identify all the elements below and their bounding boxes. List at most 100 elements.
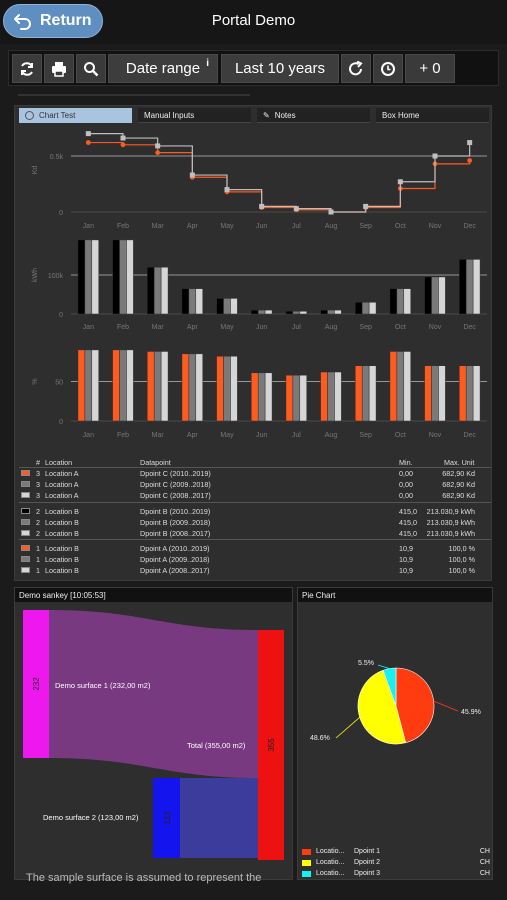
pie-leader-line xyxy=(377,664,390,669)
x-tick-label: Feb xyxy=(117,324,129,331)
legend-swatch xyxy=(21,481,30,487)
legend-row[interactable]: 2 Location B Dpoint B (2008..2017) 415,0 213… xyxy=(17,528,491,539)
legend-header-max-unit: Max. Unit xyxy=(444,458,475,467)
legend-row[interactable]: 3 Location A Dpoint C (2009..2018) 0,00 682,… xyxy=(17,479,491,490)
tab-notes[interactable]: ✎ Notes xyxy=(257,108,370,123)
legend-datapoint: Dpoint A (2010..2019) xyxy=(140,544,210,553)
bar xyxy=(119,349,127,422)
bar xyxy=(251,309,259,315)
bar xyxy=(368,365,377,422)
bar xyxy=(264,309,273,315)
data-point xyxy=(467,140,473,146)
legend-location: Location A xyxy=(45,469,79,478)
tab-manual-inputs[interactable]: Manual Inputs xyxy=(138,108,251,123)
sankey-footer-text: The sample surface is assumed to represe… xyxy=(26,872,262,884)
pie-slice-label: 45.9% xyxy=(461,709,481,716)
clock-icon xyxy=(381,61,395,76)
pie-legend-row[interactable]: Locatio... Dpoint 1 CH xyxy=(298,847,492,858)
legend-max: 100,0 % xyxy=(448,555,475,564)
legend-row[interactable]: 1 Location B Dpoint A (2008..2017) 10,9 100,… xyxy=(17,565,491,576)
sankey-node-2[interactable] xyxy=(153,778,180,858)
print-button[interactable] xyxy=(44,54,74,83)
refresh-icon xyxy=(21,61,33,76)
toolbar: Date range i Last 10 years + 0 xyxy=(8,50,499,86)
bar xyxy=(181,288,190,315)
legend-min: 10,9 xyxy=(399,555,413,564)
x-tick-label: Jun xyxy=(256,223,267,230)
legend-row[interactable]: 2 Location B Dpoint B (2009..2018) 415,0 213… xyxy=(17,517,491,528)
chart-panel: Chart Test Manual Inputs ✎ Notes Box Hom… xyxy=(14,105,492,581)
bar xyxy=(438,365,446,422)
legend-max: 213.030,9 kWh xyxy=(426,507,475,516)
x-tick-label: Apr xyxy=(187,324,199,331)
x-tick-label: Apr xyxy=(187,432,199,439)
bar xyxy=(327,309,335,315)
legend-location: Location B xyxy=(45,555,79,564)
legend-max: 213.030,9 kWh xyxy=(426,529,475,538)
sankey-node-1[interactable] xyxy=(23,610,49,758)
pie-legend-location: Locatio... xyxy=(316,870,345,877)
legend-swatch xyxy=(21,492,30,498)
tab-chart-test[interactable]: Chart Test xyxy=(19,108,132,123)
x-tick-label: Dec xyxy=(463,223,476,230)
legend-datapoint: Dpoint B (2008..2017) xyxy=(140,529,211,538)
search-icon xyxy=(84,61,99,76)
bar xyxy=(334,371,342,422)
date-range-button[interactable]: Date range i xyxy=(108,54,218,83)
sankey-diagram: 232 123 355 Demo surface 1 (232,00 m2) D… xyxy=(23,610,284,860)
legend-row[interactable]: 3 Location A Dpoint C (2008..2017) 0,00 682,… xyxy=(17,490,491,501)
legend-max: 682,90 Kd xyxy=(442,469,475,478)
period-label: Last 10 years xyxy=(234,60,326,77)
legend-row[interactable]: 2 Location B Dpoint B (2010..2019) 415,0 213… xyxy=(17,506,491,517)
print-icon xyxy=(52,61,66,77)
tab-notes-label: Notes xyxy=(274,110,296,120)
reload-button[interactable] xyxy=(341,54,371,83)
x-tick-label: Jan xyxy=(83,432,94,439)
offset-label: + 0 xyxy=(419,60,441,77)
bar xyxy=(431,365,439,422)
pie-legend-row[interactable]: Locatio... Dpoint 3 CH xyxy=(298,869,492,879)
legend-datapoint: Dpoint C (2010..2019) xyxy=(140,469,211,478)
date-range-label: Date range xyxy=(125,60,201,77)
bar xyxy=(472,365,481,422)
pie-slice-1[interactable] xyxy=(395,667,435,744)
legend-location: Location B xyxy=(45,544,79,553)
legend-min: 10,9 xyxy=(399,544,413,553)
bar xyxy=(257,309,266,315)
x-tick-label: Sep xyxy=(359,432,372,439)
legend-swatch xyxy=(21,508,30,514)
bar xyxy=(472,259,481,315)
legend-num: 3 xyxy=(36,491,40,500)
bar xyxy=(327,371,335,422)
legend-min: 415,0 xyxy=(399,518,417,527)
pencil-icon: ✎ xyxy=(263,110,270,120)
legend-header-num: # xyxy=(36,458,40,467)
y-axis-label: % xyxy=(32,378,39,384)
legend-row[interactable]: 3 Location A Dpoint C (2010..2019) 0,00 682,… xyxy=(17,468,491,479)
bar xyxy=(403,288,411,315)
x-tick-label: Feb xyxy=(117,432,129,439)
pie-slice-3[interactable] xyxy=(382,667,397,707)
drag-handle[interactable] xyxy=(18,94,250,96)
tab-manual-inputs-label: Manual Inputs xyxy=(144,110,195,120)
bar xyxy=(396,351,405,422)
pie-legend-datapoint: Dpoint 1 xyxy=(354,848,381,855)
legend-min: 415,0 xyxy=(399,529,417,538)
legend-row[interactable]: 1 Location B Dpoint A (2009..2018) 10,9 100,… xyxy=(17,554,491,565)
return-button[interactable]: Return xyxy=(3,4,103,38)
bar xyxy=(355,302,363,315)
offset-button[interactable]: + 0 xyxy=(405,54,455,83)
pie-slice-2[interactable] xyxy=(357,669,407,745)
clock-button[interactable] xyxy=(373,54,403,83)
period-selector[interactable]: Last 10 years xyxy=(221,54,339,83)
legend-swatch xyxy=(21,519,30,525)
legend-row[interactable]: 1 Location B Dpoint A (2010..2019) 10,9 100,… xyxy=(17,543,491,554)
bar xyxy=(188,353,197,422)
pie-slice-label: 5.5% xyxy=(358,660,374,667)
search-button[interactable] xyxy=(76,54,106,83)
pie-legend-row[interactable]: Locatio... Dpoint 2 CH xyxy=(298,858,492,869)
legend-datapoint: Dpoint B (2010..2019) xyxy=(140,507,211,516)
tab-box-home[interactable]: Box Home xyxy=(376,108,489,123)
sankey-node-3[interactable] xyxy=(258,630,284,860)
refresh-button[interactable] xyxy=(12,54,42,83)
